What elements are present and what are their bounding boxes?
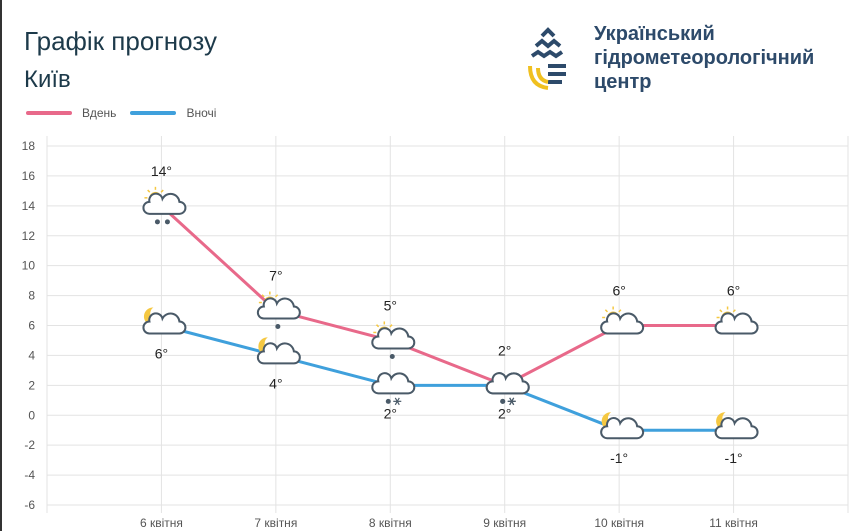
y-tick-label: -6 (24, 498, 35, 512)
org-line: Український (594, 23, 715, 45)
y-tick-label: 10 (22, 259, 36, 273)
cloud-icon (371, 327, 416, 350)
cloud-icon (256, 342, 301, 365)
data-label: 5° (384, 297, 397, 313)
rain-drop-icon (500, 398, 506, 404)
y-tick-label: 6 (28, 319, 35, 333)
data-label: 14° (151, 163, 172, 179)
y-tick-label: 16 (22, 169, 36, 183)
y-tick-label: 14 (22, 199, 36, 213)
legend-swatch-night (130, 111, 177, 115)
page-title: Графік прогнозу (24, 26, 217, 56)
rain-drop-icon (389, 353, 395, 359)
x-tick-label: 8 квітня (369, 516, 412, 530)
org-line: гідрометеорологічний (594, 47, 815, 69)
sun-ray (719, 309, 723, 313)
weather-icon-sun-cloud-rain-heavy (142, 186, 187, 225)
cloud-icon (485, 372, 530, 395)
org-line: центр (594, 71, 652, 93)
weather-icon-moon-cloud (142, 307, 187, 335)
data-label: 6° (727, 283, 740, 299)
cloud-icon (142, 192, 187, 215)
y-tick-label: 2 (28, 378, 35, 392)
cloud-icon (142, 312, 187, 335)
weather-icon-cloud-rain-snow (485, 372, 530, 406)
weather-icon-moon-cloud (256, 337, 301, 365)
sun-ray (732, 309, 736, 313)
x-tick-label: 9 квітня (483, 516, 526, 530)
rain-drop-icon (385, 398, 391, 404)
data-label: 4° (269, 375, 282, 391)
rain-drop-icon (154, 219, 160, 225)
weather-icon-sun-cloud (600, 306, 645, 335)
x-tick-label: 10 квітня (594, 516, 644, 530)
x-tick-label: 11 квітня (709, 516, 758, 530)
y-tick-label: 0 (28, 408, 35, 422)
y-tick-label: 12 (22, 229, 36, 243)
city-name: Київ (24, 66, 71, 93)
y-tick-label: 18 (22, 139, 36, 153)
y-tick-label: 4 (28, 348, 35, 362)
cloud-icon (371, 372, 416, 395)
data-label: 2° (498, 405, 511, 421)
data-label: 6° (612, 283, 625, 299)
weather-icon-cloud-rain-snow (371, 372, 416, 406)
rain-drop-icon (164, 219, 170, 225)
data-label: 2° (384, 405, 397, 421)
cloud-icon (600, 312, 645, 335)
weather-icon-sun-cloud (714, 306, 759, 335)
legend-label-night[interactable]: Вночі (186, 106, 217, 120)
cloud-icon (256, 297, 301, 320)
sun-ray (375, 324, 380, 328)
sun-ray (261, 294, 265, 298)
ugcc-logo-icon (528, 27, 566, 90)
rain-drop-icon (275, 324, 281, 330)
sun-ray (147, 189, 151, 193)
sun-ray (389, 324, 393, 328)
organization-name: Український гідрометеорологічний центр (594, 22, 814, 94)
data-label: -1° (610, 450, 628, 466)
data-label: 6° (155, 346, 168, 362)
data-label: 2° (498, 342, 511, 358)
sun-ray (604, 309, 609, 313)
cloud-icon (714, 417, 759, 440)
x-tick-label: 7 квітня (254, 516, 297, 530)
weather-icon-moon-cloud (600, 412, 645, 440)
cloud-icon (714, 312, 759, 335)
weather-icon-moon-cloud (714, 412, 759, 440)
legend-label-day[interactable]: Вдень (82, 106, 117, 120)
snowflake-icon (507, 397, 516, 406)
data-label: -1° (725, 450, 743, 466)
snowflake-arm (509, 397, 515, 406)
weather-icon-sun-cloud-rain (256, 291, 301, 330)
legend: Вдень Вночі (26, 106, 216, 120)
snowflake-icon (393, 397, 402, 406)
sun-ray (618, 309, 622, 313)
cloud-icon (600, 417, 645, 440)
data-label: 7° (269, 268, 282, 284)
y-tick-label: -2 (24, 438, 35, 452)
y-tick-label: 8 (28, 289, 35, 303)
legend-swatch-day (26, 111, 72, 115)
weather-icon-sun-cloud-rain (371, 321, 416, 359)
night-series-line (161, 324, 734, 432)
x-tick-label: 6 квітня (140, 516, 183, 530)
y-tick-label: -4 (24, 468, 35, 482)
sun-ray (160, 189, 164, 193)
snowflake-arm (394, 397, 400, 406)
sun-ray (274, 294, 279, 298)
